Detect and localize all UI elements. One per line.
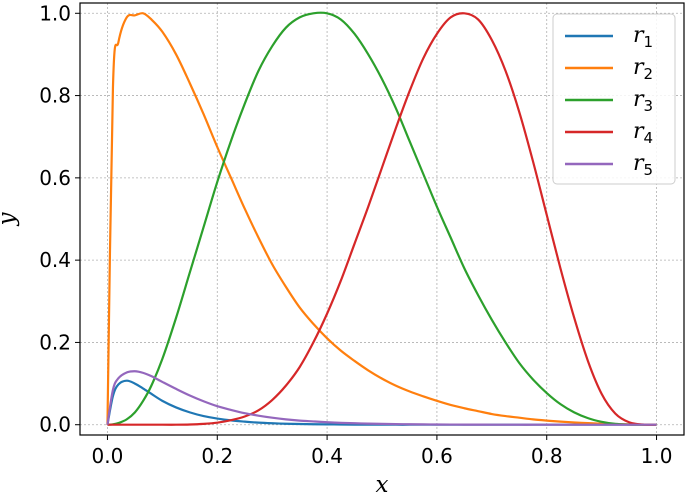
plot-frame — [79, 2, 685, 436]
x-tick-label: 0.4 — [311, 444, 343, 468]
y-tick-label: 0.6 — [39, 166, 71, 190]
y-axis-ticks: 0.0 0.2 0.4 0.6 0.8 1.0 — [39, 1, 80, 437]
x-tick-label: 1.0 — [641, 444, 673, 468]
y-tick-label: 0.2 — [39, 330, 71, 354]
y-tick-label: 1.0 — [39, 1, 71, 25]
x-axis-ticks: 0.0 0.2 0.4 0.6 0.8 1.0 — [92, 435, 673, 468]
x-tick-label: 0.2 — [201, 444, 233, 468]
y-tick-label: 0.4 — [39, 248, 71, 272]
series-line-r2 — [106, 12, 657, 426]
x-tick-label: 0.0 — [92, 444, 124, 468]
y-tick-label: 0.8 — [39, 84, 71, 108]
series-line-r5 — [106, 370, 657, 426]
series-lines — [106, 11, 657, 426]
legend-label-r3: r3 — [633, 87, 653, 115]
series-line-r3 — [107, 11, 657, 426]
x-tick-label: 0.8 — [531, 444, 563, 468]
legend-label-r1: r1 — [633, 23, 653, 51]
x-axis-label: x — [376, 472, 389, 498]
series-line-r4 — [107, 12, 657, 426]
y-tick-label: 0.0 — [39, 413, 71, 437]
legend: r1 r2 r3 r4 r5 — [552, 13, 676, 185]
x-tick-label: 0.6 — [421, 444, 453, 468]
legend-label-r4: r4 — [633, 119, 653, 147]
legend-label-r2: r2 — [633, 55, 653, 83]
legend-box — [552, 13, 676, 185]
grid-lines — [80, 3, 684, 435]
legend-label-r5: r5 — [633, 151, 653, 179]
y-axis-label: y — [0, 212, 20, 227]
